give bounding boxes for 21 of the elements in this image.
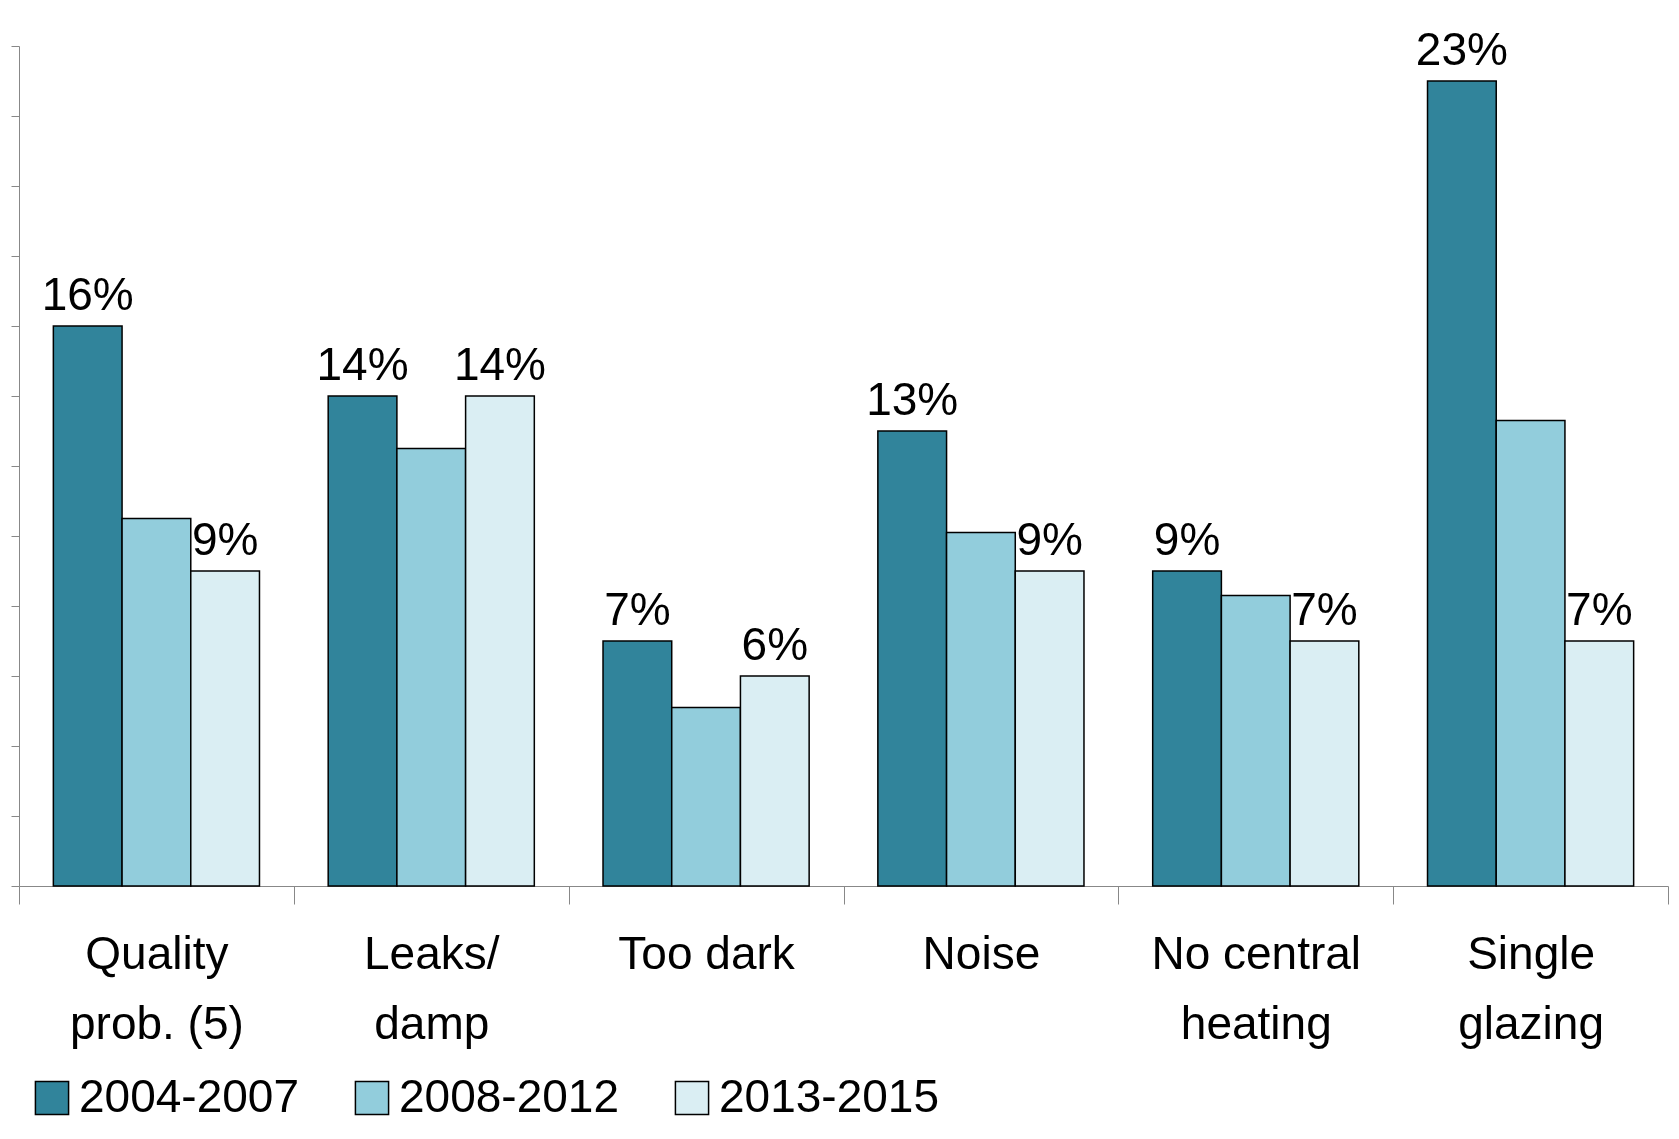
data-label: 7%: [604, 583, 671, 635]
x-tick-label: No central heating: [1151, 926, 1362, 1049]
data-label: 13%: [866, 373, 959, 425]
data-label: 14%: [453, 338, 546, 390]
x-tick-label: Quality prob. (5): [69, 926, 244, 1049]
x-tick-label: Single glazing: [1458, 926, 1604, 1049]
legend-label: 2013-2015: [719, 1070, 939, 1122]
x-tick-label: Noise: [922, 926, 1041, 979]
data-label: 23%: [1415, 23, 1508, 75]
data-label: 9%: [191, 513, 259, 565]
data-label: 16%: [41, 268, 134, 320]
data-label: 7%: [1566, 583, 1633, 635]
x-tick-label: Leaks/ damp: [363, 926, 500, 1049]
data-label: 9%: [1016, 513, 1083, 565]
data-label: 7%: [1291, 583, 1358, 635]
data-label: 9%: [1153, 513, 1221, 565]
legend-label: 2008-2012: [399, 1070, 619, 1122]
data-label: 6%: [741, 618, 809, 670]
x-tick-label: Too dark: [618, 926, 796, 979]
data-label: 14%: [316, 338, 409, 390]
legend-label: 2004-2007: [79, 1070, 299, 1122]
